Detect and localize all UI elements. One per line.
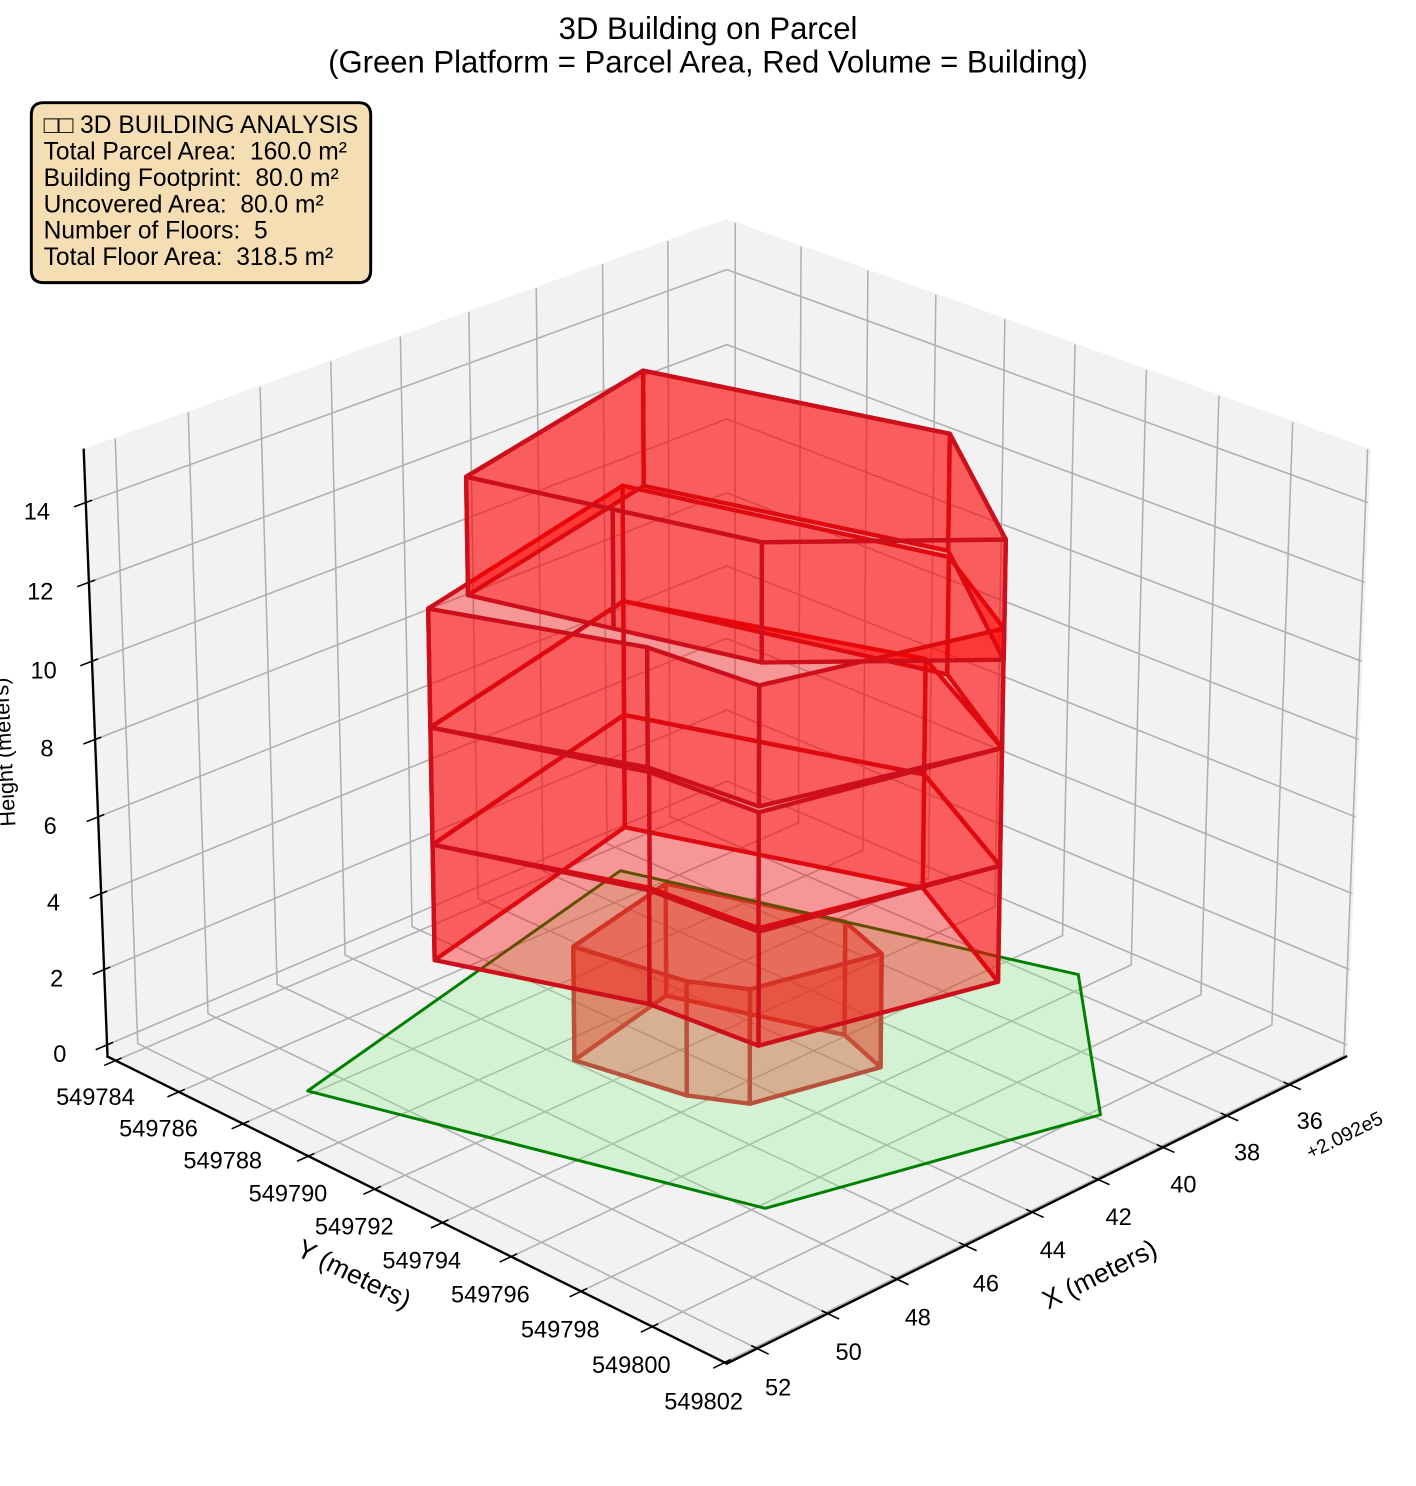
svg-text:10: 10	[30, 658, 56, 684]
svg-text:8: 8	[40, 737, 53, 763]
svg-text:549798: 549798	[521, 1318, 600, 1344]
svg-text:12: 12	[27, 579, 53, 605]
svg-text:549800: 549800	[592, 1353, 671, 1379]
svg-text:36: 36	[1297, 1109, 1323, 1135]
svg-text:Building Footprint: 80.0 m²: Building Footprint: 80.0 m²	[44, 165, 339, 192]
svg-text:38: 38	[1234, 1141, 1260, 1167]
svg-text:549790: 549790	[249, 1181, 328, 1207]
svg-text:549794: 549794	[382, 1248, 461, 1274]
svg-text:3D Building on Parcel: 3D Building on Parcel	[559, 11, 858, 46]
svg-text:549792: 549792	[315, 1215, 394, 1241]
svg-text:6: 6	[44, 814, 57, 840]
svg-text:549796: 549796	[451, 1283, 530, 1309]
svg-text:549788: 549788	[183, 1149, 262, 1175]
svg-text:Number of Floors: 5: Number of Floors: 5	[44, 218, 268, 245]
svg-text:42: 42	[1106, 1205, 1132, 1231]
svg-text:40: 40	[1170, 1172, 1196, 1198]
svg-text:□□ 3D BUILDING ANALYSIS: □□ 3D BUILDING ANALYSIS	[44, 112, 359, 139]
svg-text:(Green Platform = Parcel Area,: (Green Platform = Parcel Area, Red Volum…	[328, 45, 1088, 80]
svg-text:50: 50	[835, 1340, 861, 1366]
svg-text:2: 2	[50, 967, 63, 993]
svg-text:44: 44	[1040, 1238, 1066, 1264]
svg-text:4: 4	[47, 891, 60, 917]
svg-text:549786: 549786	[119, 1117, 198, 1143]
svg-text:52: 52	[765, 1375, 791, 1401]
svg-text:Total Floor Area: 318.5 m²: Total Floor Area: 318.5 m²	[44, 244, 334, 271]
svg-text:0: 0	[53, 1042, 66, 1068]
svg-text:14: 14	[24, 500, 50, 526]
svg-text:48: 48	[905, 1305, 931, 1331]
svg-text:549802: 549802	[664, 1389, 743, 1415]
svg-text:46: 46	[973, 1271, 999, 1297]
svg-text:Uncovered Area: 80.0 m²: Uncovered Area: 80.0 m²	[44, 191, 324, 218]
svg-text:Total Parcel Area: 160.0 m²: Total Parcel Area: 160.0 m²	[44, 138, 347, 165]
svg-text:549784: 549784	[56, 1085, 135, 1111]
